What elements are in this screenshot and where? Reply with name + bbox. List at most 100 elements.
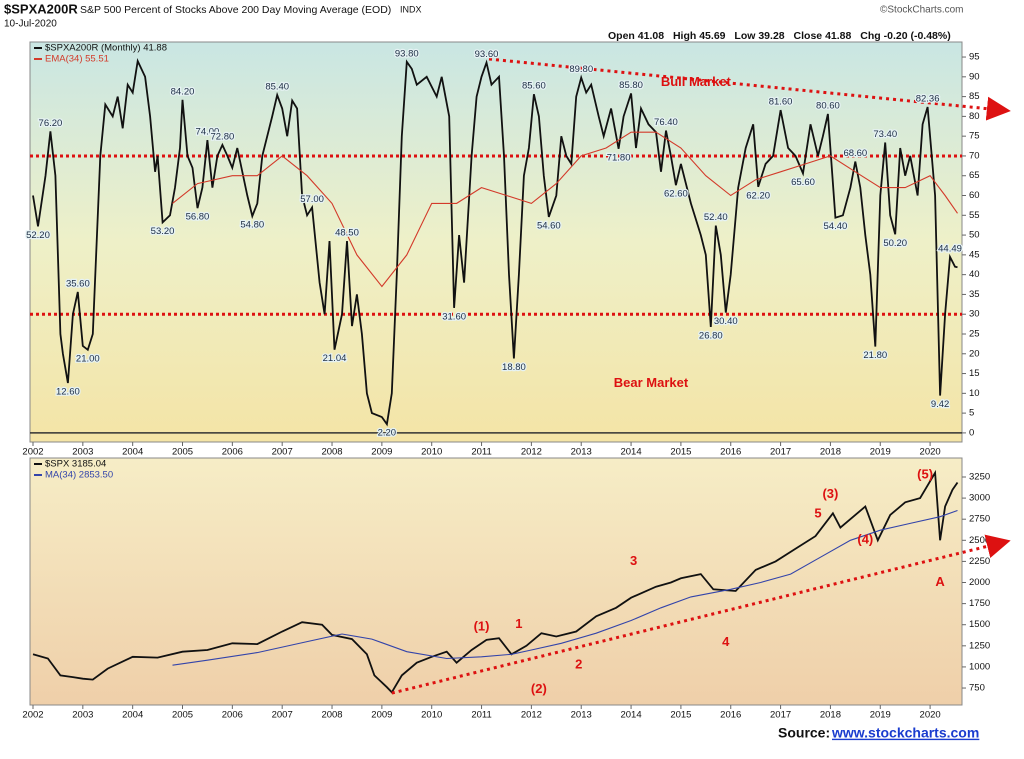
peak-label: 62.60 xyxy=(664,189,688,200)
x-tick-label: 2014 xyxy=(620,710,641,721)
peak-label: 62.20 xyxy=(746,190,770,201)
y-tick-label: 3000 xyxy=(969,493,990,504)
peak-label: 85.60 xyxy=(522,81,546,92)
chg: -0.20 (-0.48%) xyxy=(884,30,951,42)
x-tick-label: 2008 xyxy=(321,710,342,721)
y-tick-label: 75 xyxy=(969,131,980,142)
date: 10-Jul-2020 xyxy=(4,19,57,30)
x-tick-label: 2003 xyxy=(72,447,93,458)
x-tick-label: 2002 xyxy=(22,447,43,458)
y-tick-label: 3250 xyxy=(969,472,990,483)
peak-label: 71.80 xyxy=(607,152,631,163)
y-tick-label: 750 xyxy=(969,683,985,694)
x-tick-label: 2013 xyxy=(571,710,592,721)
region-label: Bear Market xyxy=(614,375,689,390)
y-tick-label: 15 xyxy=(969,368,980,379)
region-label: 4 xyxy=(722,634,730,649)
source-link[interactable]: www.stockcharts.com xyxy=(831,725,979,741)
open: 41.08 xyxy=(638,30,664,42)
peak-label: 52.40 xyxy=(704,212,728,223)
legend-label: $SPXA200R (Monthly) 41.88 xyxy=(45,43,167,54)
y-tick-label: 80 xyxy=(969,111,980,122)
high-label: High xyxy=(673,30,696,42)
peak-label: 21.80 xyxy=(863,350,887,361)
plot-area xyxy=(29,41,963,443)
legend-label: EMA(34) 55.51 xyxy=(45,54,109,65)
peak-label: 57.00 xyxy=(300,194,324,205)
peak-label: 54.80 xyxy=(240,220,264,231)
peak-label: 21.04 xyxy=(323,353,347,364)
trend-line xyxy=(391,534,1011,695)
source-label: Source: xyxy=(778,725,830,741)
y-tick-label: 1750 xyxy=(969,598,990,609)
y-tick-label: 90 xyxy=(969,71,980,82)
x-tick-label: 2015 xyxy=(670,710,691,721)
peak-label: 12.60 xyxy=(56,387,80,398)
region-label: 1 xyxy=(515,616,522,631)
y-tick-label: 1000 xyxy=(969,661,990,672)
x-tick-label: 2017 xyxy=(770,447,791,458)
region-label: (4) xyxy=(857,532,873,547)
region-label: (1) xyxy=(474,619,490,634)
trend-line xyxy=(488,57,1011,121)
region-label: 3 xyxy=(630,553,637,568)
x-tick-label: 2002 xyxy=(22,710,43,721)
x-tick-label: 2005 xyxy=(172,710,193,721)
peak-label: 44.49 xyxy=(938,243,962,254)
x-tick-label: 2020 xyxy=(920,710,941,721)
symbol: $SPXA200R xyxy=(4,1,78,16)
peak-label: 54.40 xyxy=(824,221,848,232)
peak-label: 48.50 xyxy=(335,228,359,239)
region-label: (5) xyxy=(917,467,933,482)
peak-label: 85.80 xyxy=(619,80,643,91)
y-tick-label: 70 xyxy=(969,150,980,161)
peak-label: 76.40 xyxy=(654,117,678,128)
region-label: A xyxy=(935,574,945,589)
x-tick-label: 2012 xyxy=(521,447,542,458)
series-line xyxy=(32,469,959,694)
peak-label: 85.40 xyxy=(265,82,289,93)
peak-label: 50.20 xyxy=(883,238,907,249)
x-tick-label: 2012 xyxy=(521,710,542,721)
peak-label: 2.20 xyxy=(378,428,397,439)
peak-label: 35.60 xyxy=(66,279,90,290)
x-tick-label: 2020 xyxy=(920,447,941,458)
x-tick-label: 2013 xyxy=(571,447,592,458)
x-tick-label: 2007 xyxy=(272,447,293,458)
peak-label: 26.80 xyxy=(699,330,723,341)
header: $SPXA200R S&P 500 Percent of Stocks Abov… xyxy=(4,1,964,41)
peak-label: 54.60 xyxy=(537,220,561,231)
y-tick-label: 2500 xyxy=(969,535,990,546)
peak-label: 82.36 xyxy=(916,94,940,105)
legend-label: MA(34) 2853.50 xyxy=(45,470,113,481)
open-label: Open xyxy=(608,30,635,42)
y-tick-label: 35 xyxy=(969,289,980,300)
peak-label: 74.00 xyxy=(196,127,220,138)
peak-label: 73.40 xyxy=(873,129,897,140)
peak-label: 80.60 xyxy=(816,101,840,112)
x-tick-label: 2018 xyxy=(820,447,841,458)
y-tick-label: 25 xyxy=(969,329,980,340)
peak-label: 65.60 xyxy=(791,177,815,188)
x-tick-label: 2016 xyxy=(720,710,741,721)
x-tick-label: 2004 xyxy=(122,710,143,721)
region-label: 2 xyxy=(575,657,582,672)
peak-label: 93.80 xyxy=(395,48,419,59)
copyright: ©StockCharts.com xyxy=(880,5,964,16)
y-tick-label: 85 xyxy=(969,91,980,102)
y-tick-label: 55 xyxy=(969,210,980,221)
y-tick-label: 2750 xyxy=(969,514,990,525)
x-tick-label: 2004 xyxy=(122,447,143,458)
x-tick-label: 2015 xyxy=(670,447,691,458)
region-label: (2) xyxy=(531,681,547,696)
x-tick-label: 2003 xyxy=(72,710,93,721)
x-tick-label: 2019 xyxy=(870,710,891,721)
high: 45.69 xyxy=(699,30,725,42)
y-tick-label: 10 xyxy=(969,388,980,399)
y-tick-label: 2250 xyxy=(969,556,990,567)
peak-label: 21.00 xyxy=(76,353,100,364)
peak-label: 72.80 xyxy=(210,131,234,142)
y-tick-label: 45 xyxy=(969,249,980,260)
series-line xyxy=(172,131,958,288)
